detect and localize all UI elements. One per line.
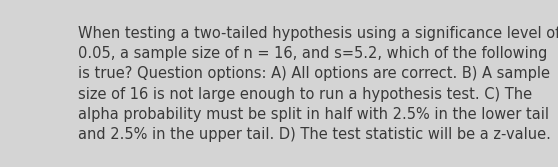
Text: and 2.5% in the upper tail. D) The test statistic will be a z-value.: and 2.5% in the upper tail. D) The test … (78, 127, 550, 142)
Text: 0.05, a sample size of n = 16, and s=5.2, which of the following: 0.05, a sample size of n = 16, and s=5.2… (78, 46, 547, 61)
Text: is true? Question options: A) All options are correct. B) A sample: is true? Question options: A) All option… (78, 66, 550, 81)
Text: alpha probability must be split in half with 2.5% in the lower tail: alpha probability must be split in half … (78, 107, 549, 122)
Text: size of 16 is not large enough to run a hypothesis test. C) The: size of 16 is not large enough to run a … (78, 87, 532, 102)
Text: When testing a two-tailed hypothesis using a significance level of: When testing a two-tailed hypothesis usi… (78, 26, 558, 41)
